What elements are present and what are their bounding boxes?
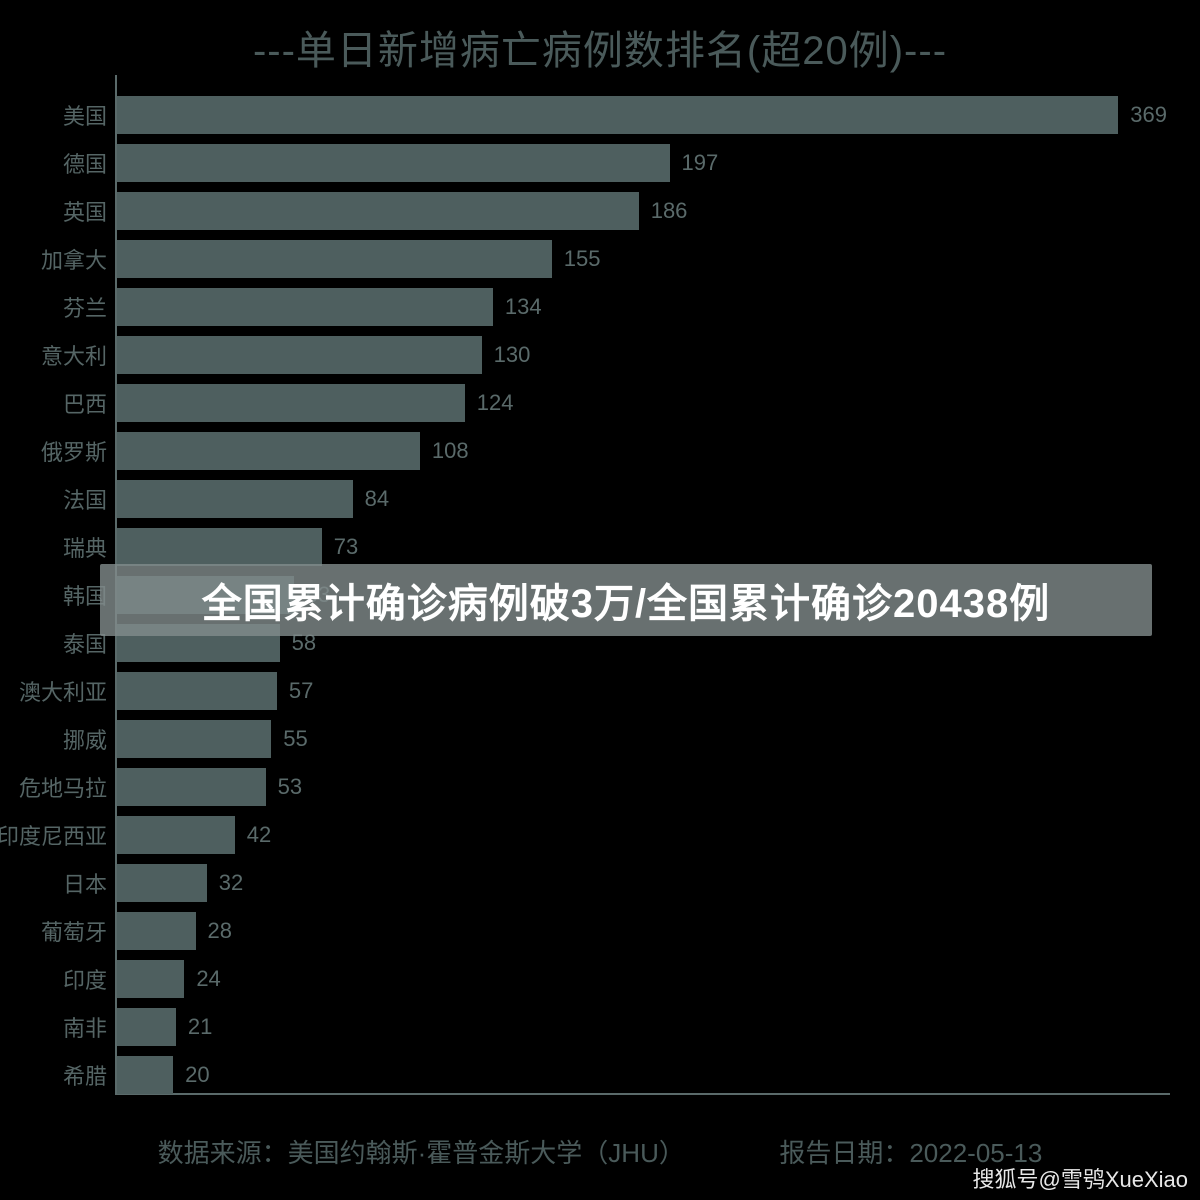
bar-value: 369 — [1130, 102, 1167, 128]
footer-date-label: 报告日期： — [779, 1138, 909, 1168]
bar-label: 泰国 — [0, 627, 107, 659]
bar-row: 挪威55 — [117, 715, 1167, 763]
bar-row: 澳大利亚57 — [117, 667, 1167, 715]
bar-row: 德国197 — [117, 139, 1167, 187]
bar-rect — [117, 144, 670, 182]
footer-source: 数据来源：美国约翰斯·霍普金斯大学（JHU） — [158, 1138, 685, 1168]
bar-rect — [117, 816, 235, 854]
bar-value: 53 — [278, 774, 302, 800]
bar-rect — [117, 336, 482, 374]
bar-row: 俄罗斯108 — [117, 427, 1167, 475]
bar-label: 巴西 — [0, 387, 107, 419]
bar-row: 希腊20 — [117, 1051, 1167, 1099]
bar-label: 加拿大 — [0, 243, 107, 275]
bar-label: 日本 — [0, 867, 107, 899]
bar-row: 南非21 — [117, 1003, 1167, 1051]
bar-rect — [117, 864, 207, 902]
chart-title: ---单日新增病亡病例数排名(超20例)--- — [0, 0, 1200, 76]
bar-row: 芬兰134 — [117, 283, 1167, 331]
bar-label: 希腊 — [0, 1059, 107, 1091]
bar-row: 意大利130 — [117, 331, 1167, 379]
bar-rect — [117, 288, 493, 326]
bar-label: 瑞典 — [0, 531, 107, 563]
bar-label: 葡萄牙 — [0, 915, 107, 947]
bar-label: 法国 — [0, 483, 107, 515]
bar-row: 葡萄牙28 — [117, 907, 1167, 955]
bar-row: 巴西124 — [117, 379, 1167, 427]
bar-rect — [117, 240, 552, 278]
bar-rect — [117, 960, 184, 998]
bar-label: 俄罗斯 — [0, 435, 107, 467]
bar-value: 42 — [247, 822, 271, 848]
bar-value: 32 — [219, 870, 243, 896]
bar-row: 印度24 — [117, 955, 1167, 1003]
bar-value: 124 — [477, 390, 514, 416]
bar-rect — [117, 96, 1118, 134]
bar-label: 英国 — [0, 195, 107, 227]
bar-value: 21 — [188, 1014, 212, 1040]
bar-value: 84 — [365, 486, 389, 512]
bar-rect — [117, 528, 322, 566]
bar-rect — [117, 432, 420, 470]
bar-rect — [117, 480, 353, 518]
bar-label: 意大利 — [0, 339, 107, 371]
bar-rect — [117, 1056, 173, 1094]
bar-value: 155 — [564, 246, 601, 272]
bar-row: 加拿大155 — [117, 235, 1167, 283]
bar-value: 73 — [334, 534, 358, 560]
bar-label: 南非 — [0, 1011, 107, 1043]
bar-rect — [117, 912, 196, 950]
bar-value: 55 — [283, 726, 307, 752]
bar-rect — [117, 672, 277, 710]
bar-label: 印度尼西亚 — [0, 819, 107, 851]
bar-row: 法国84 — [117, 475, 1167, 523]
bar-value: 108 — [432, 438, 469, 464]
bar-value: 197 — [682, 150, 719, 176]
bar-value: 20 — [185, 1062, 209, 1088]
bar-label: 芬兰 — [0, 291, 107, 323]
bar-value: 186 — [651, 198, 688, 224]
bar-value: 134 — [505, 294, 542, 320]
bar-label: 印度 — [0, 963, 107, 995]
bar-label: 美国 — [0, 99, 107, 131]
watermark-text: 搜狐号@雪鸮XueXiao — [972, 1162, 1188, 1194]
overlay-banner: 全国累计确诊病例破3万/全国累计确诊20438例 — [100, 564, 1152, 636]
bar-rect — [117, 1008, 176, 1046]
bar-label: 德国 — [0, 147, 107, 179]
bar-value: 57 — [289, 678, 313, 704]
bar-row: 日本32 — [117, 859, 1167, 907]
bar-value: 28 — [208, 918, 232, 944]
bar-label: 澳大利亚 — [0, 675, 107, 707]
bar-rect — [117, 768, 266, 806]
bar-rect — [117, 720, 271, 758]
bar-row: 危地马拉53 — [117, 763, 1167, 811]
bar-row: 英国186 — [117, 187, 1167, 235]
bar-rect — [117, 384, 465, 422]
bar-row: 美国369 — [117, 91, 1167, 139]
bar-value: 130 — [494, 342, 531, 368]
bar-value: 24 — [196, 966, 220, 992]
bar-rect — [117, 192, 639, 230]
bar-label: 挪威 — [0, 723, 107, 755]
bar-row: 印度尼西亚42 — [117, 811, 1167, 859]
bar-label: 韩国 — [0, 579, 107, 611]
bar-label: 危地马拉 — [0, 771, 107, 803]
